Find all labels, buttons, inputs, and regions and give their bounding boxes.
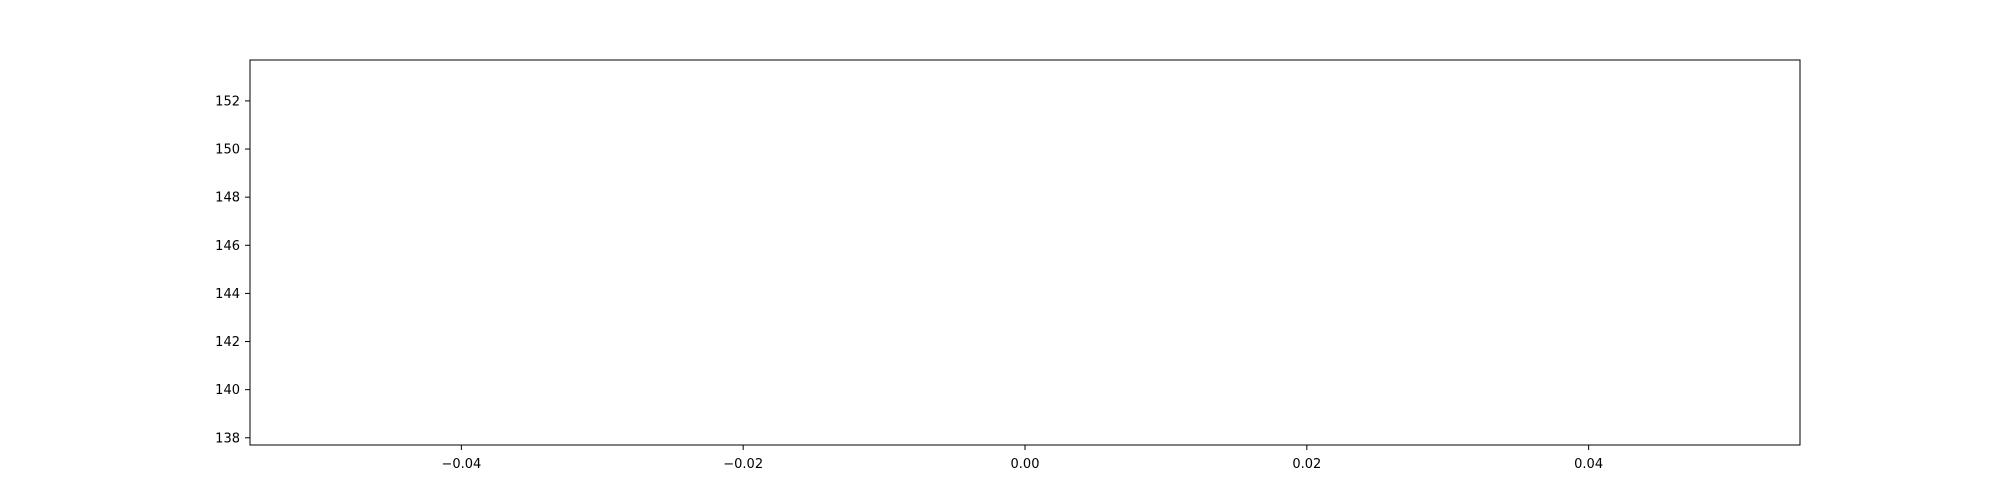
y-tick-label: 144	[215, 287, 240, 302]
axes-frame	[249, 59, 1801, 446]
y-tick-label: 148	[215, 191, 240, 206]
x-tick-label: −0.02	[723, 457, 763, 472]
y-tick-label: 152	[215, 94, 240, 109]
y-tick-label: 138	[215, 431, 240, 446]
plot-area	[250, 60, 1800, 445]
y-tick-label: 142	[215, 335, 240, 350]
x-axis: −0.04 −0.02 0.00 0.02 0.04	[441, 445, 1603, 472]
y-axis: 138 140 142 144 146 148 150 152	[215, 94, 250, 446]
y-tick-label: 146	[215, 239, 240, 254]
y-tick-label: 140	[215, 383, 240, 398]
x-tick-label: 0.02	[1292, 457, 1321, 472]
x-tick-label: 0.04	[1574, 457, 1603, 472]
x-tick-label: 0.00	[1011, 457, 1040, 472]
x-tick-label: −0.04	[441, 457, 481, 472]
y-tick-label: 150	[215, 143, 240, 158]
